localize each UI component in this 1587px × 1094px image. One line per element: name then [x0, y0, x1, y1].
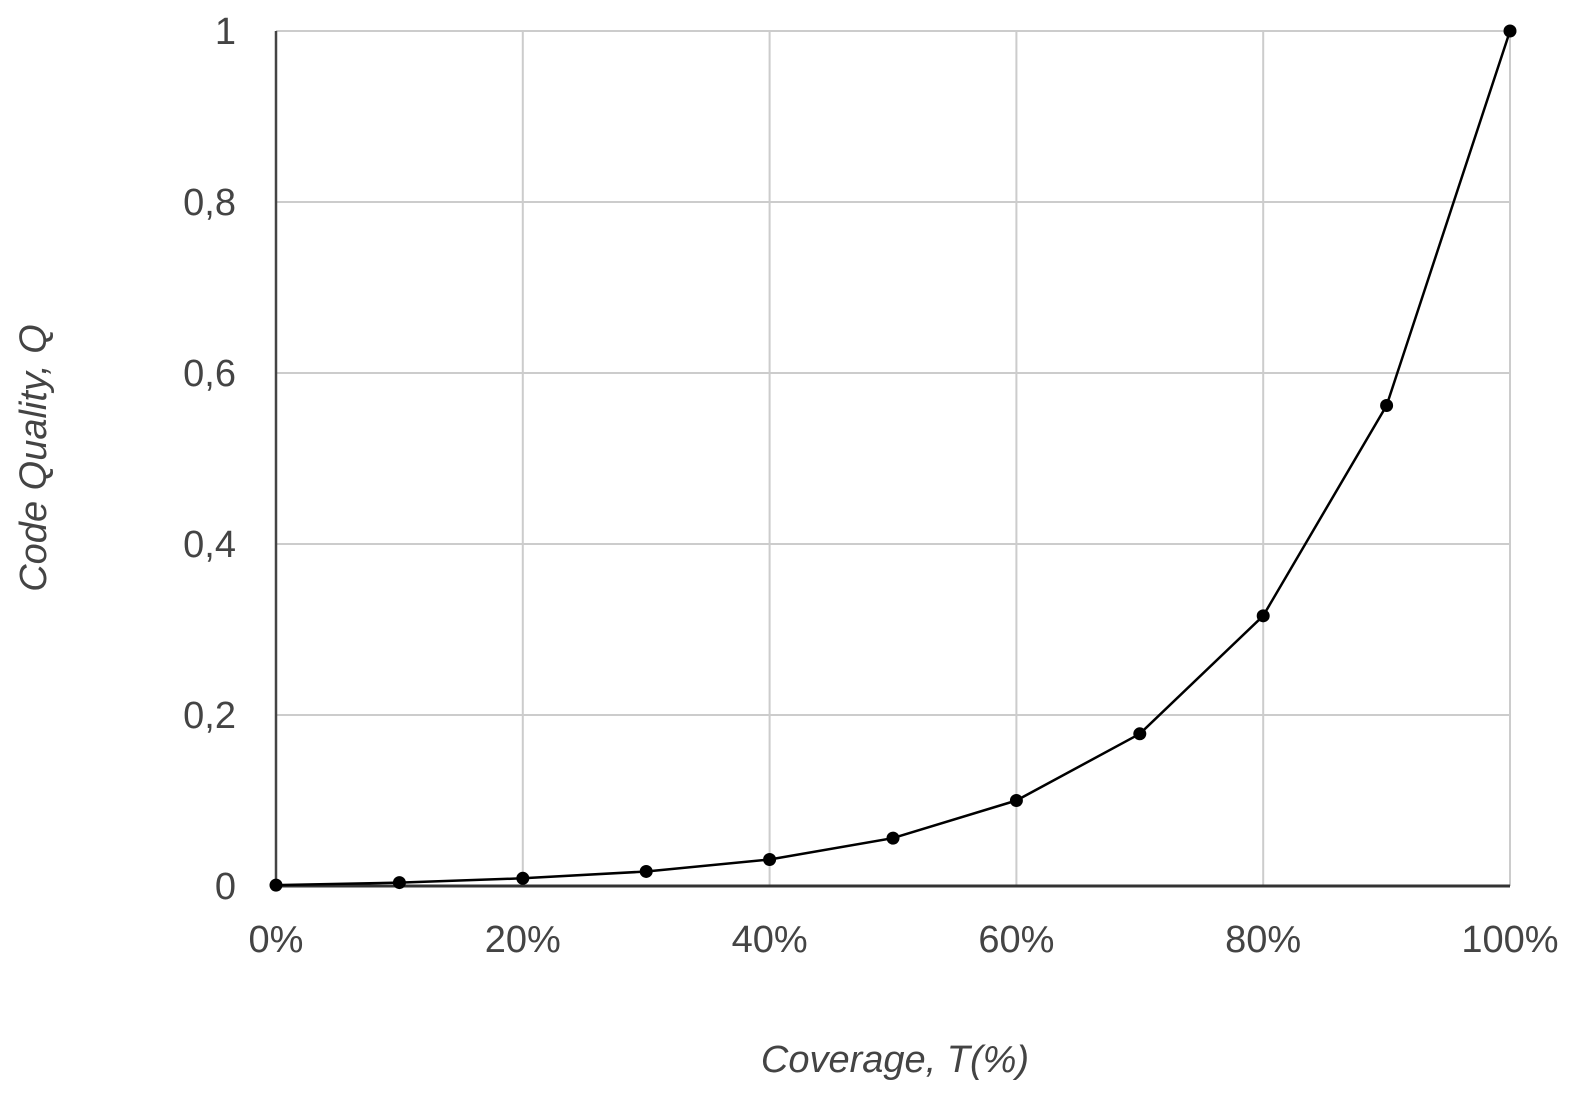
- data-point: [269, 878, 283, 892]
- y-tick-label: 0,2: [183, 695, 236, 737]
- data-series: [269, 24, 1517, 892]
- x-tick-label: 0%: [249, 919, 304, 961]
- data-point: [1009, 794, 1023, 807]
- grid-lines: [274, 30, 1511, 888]
- x-tick-label: 40%: [732, 919, 808, 961]
- y-tick-label: 1: [215, 11, 236, 53]
- y-tick-label: 0,4: [183, 524, 236, 566]
- data-point: [1133, 727, 1147, 741]
- x-tick-label: 80%: [1225, 919, 1301, 961]
- data-point: [1380, 398, 1394, 412]
- x-tick-label: 20%: [485, 919, 561, 961]
- data-point: [1256, 609, 1270, 623]
- data-point: [392, 876, 406, 890]
- data-point: [639, 864, 653, 878]
- data-point: [1503, 24, 1517, 38]
- x-tick-label: 60%: [978, 919, 1054, 961]
- data-point: [886, 831, 900, 845]
- x-tick-label: 100%: [1461, 919, 1558, 961]
- x-axis-title: Coverage, T(%): [761, 1039, 1029, 1081]
- y-tick-label: 0,6: [183, 353, 236, 395]
- y-axis-title: Code Quality, Q: [13, 324, 55, 592]
- y-tick-label: 0,8: [183, 182, 236, 224]
- data-point: [763, 852, 777, 866]
- series-line: [275, 30, 1512, 887]
- y-tick-label: 0: [215, 866, 236, 908]
- tick-labels: 0% 20% 40% 60% 80% 100% 0 0,2 0,4 0,6 0,8 1: [183, 11, 1558, 961]
- data-point: [516, 871, 530, 885]
